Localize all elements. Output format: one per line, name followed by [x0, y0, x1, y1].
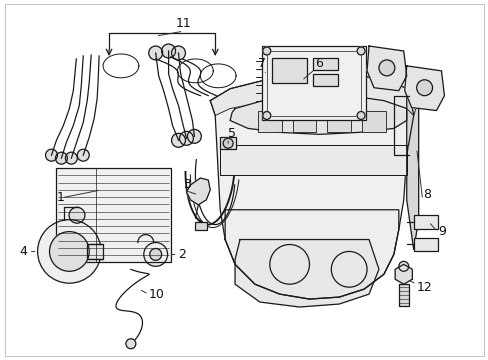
Bar — [257, 111, 281, 132]
Text: 1: 1 — [56, 192, 64, 204]
Polygon shape — [210, 74, 413, 299]
Circle shape — [65, 152, 77, 164]
Bar — [413, 215, 438, 229]
Polygon shape — [220, 145, 406, 175]
Circle shape — [356, 112, 365, 120]
Text: 9: 9 — [438, 225, 446, 238]
Circle shape — [398, 261, 408, 271]
Text: 12: 12 — [416, 281, 431, 294]
Circle shape — [416, 80, 432, 96]
Bar — [292, 111, 316, 132]
Circle shape — [77, 149, 89, 161]
Circle shape — [263, 47, 270, 55]
Polygon shape — [406, 89, 418, 249]
Bar — [313, 58, 338, 70]
Text: 6: 6 — [315, 57, 323, 71]
Circle shape — [126, 339, 136, 349]
Circle shape — [331, 251, 366, 287]
Polygon shape — [224, 210, 398, 299]
Text: 3: 3 — [183, 179, 191, 192]
Text: 4: 4 — [20, 245, 27, 258]
Polygon shape — [366, 46, 406, 91]
Bar — [398, 284, 408, 306]
Circle shape — [356, 47, 365, 55]
Circle shape — [187, 129, 201, 143]
Text: 11: 11 — [175, 17, 191, 30]
Circle shape — [38, 220, 101, 283]
Text: 5: 5 — [228, 127, 236, 140]
Circle shape — [55, 152, 67, 164]
Bar — [326, 111, 350, 132]
Circle shape — [69, 207, 85, 223]
Bar — [266, 51, 360, 116]
Polygon shape — [394, 264, 411, 284]
Bar — [313, 74, 338, 86]
Bar — [413, 238, 438, 251]
Bar — [262, 46, 366, 121]
Circle shape — [171, 133, 185, 147]
Circle shape — [49, 231, 89, 271]
Circle shape — [378, 60, 394, 76]
Text: 8: 8 — [423, 188, 431, 201]
Circle shape — [162, 44, 175, 58]
Circle shape — [148, 46, 163, 60]
Polygon shape — [235, 239, 378, 307]
Circle shape — [263, 112, 270, 120]
Bar — [271, 58, 306, 83]
Polygon shape — [230, 96, 406, 134]
Circle shape — [179, 131, 193, 145]
Text: 10: 10 — [148, 288, 164, 301]
Circle shape — [143, 243, 167, 266]
Circle shape — [149, 248, 162, 260]
Bar — [87, 243, 103, 260]
Polygon shape — [186, 178, 210, 205]
Circle shape — [269, 244, 309, 284]
Text: 2: 2 — [178, 248, 186, 261]
Polygon shape — [404, 66, 444, 111]
Text: 7: 7 — [257, 57, 265, 71]
Bar — [56, 168, 170, 262]
Circle shape — [223, 138, 233, 148]
Circle shape — [171, 46, 185, 60]
Circle shape — [45, 149, 57, 161]
Polygon shape — [210, 74, 418, 116]
Bar — [195, 222, 207, 230]
Bar — [361, 111, 385, 132]
Bar — [220, 137, 236, 149]
